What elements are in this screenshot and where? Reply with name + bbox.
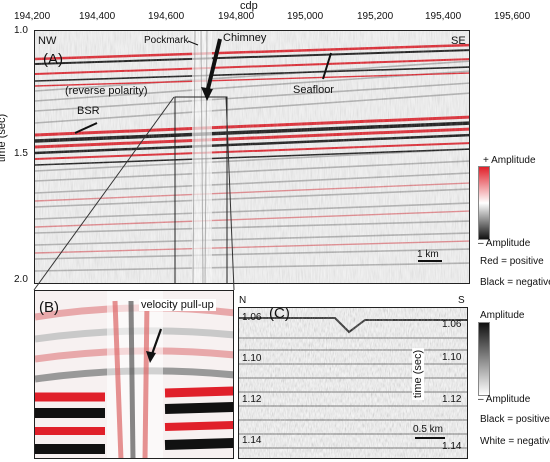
- top-axis-title: cdp: [240, 0, 258, 12]
- panel-c-left-tick: 1.06: [242, 312, 262, 323]
- panel-c-left-tick: 1.10: [242, 353, 262, 364]
- left-axis-tick: 1.5: [14, 148, 28, 159]
- panel-a-letter: (A): [43, 51, 63, 68]
- panel-b-letter: (B): [39, 299, 59, 316]
- panel-c-left-tick: 1.12: [242, 394, 262, 405]
- bsr-label: BSR: [77, 105, 100, 117]
- panel-c-axis-title: time (sec): [412, 347, 425, 401]
- velocity-pull-up-label: velocity pull-up: [139, 299, 216, 311]
- left-axis-tick: 2.0: [14, 274, 28, 285]
- reverse-polarity-label: (reverse polarity): [65, 85, 148, 97]
- panel-c-right-tick: 1.06: [442, 319, 462, 330]
- legend-a-red: Red = positive: [480, 256, 544, 267]
- panel-c-scale-label: 0.5 km: [413, 424, 444, 435]
- panel-c-right-tick: 1.12: [442, 394, 462, 405]
- top-axis-tick: 194,600: [148, 11, 185, 22]
- legend-c-plus: Amplitude: [480, 310, 525, 321]
- left-axis-title: time (sec): [0, 113, 9, 163]
- panel-a-seismic: NW SE (A) Pockmark Chimney (reverse pola…: [34, 30, 470, 284]
- legend-c-black: Black = positive: [480, 414, 550, 425]
- top-axis-tick: 194,200: [14, 11, 51, 22]
- panel-c-seismic-image: [239, 308, 467, 458]
- panel-c-left-tick: 1.14: [242, 435, 262, 446]
- panel-c-s-label: S: [458, 295, 465, 306]
- legend-c-white: White = negative: [480, 436, 550, 447]
- panel-c-right-tick: 1.10: [442, 352, 462, 363]
- legend-a-colorbar: [478, 166, 490, 240]
- seafloor-label: Seafloor: [293, 84, 334, 96]
- panel-b-zoom-image: [35, 291, 233, 458]
- panel-a-seismic-image: [35, 31, 469, 283]
- legend-c-colorbar: [478, 322, 490, 396]
- scale-bar-label: 1 km: [417, 249, 439, 260]
- panel-a-se-label: SE: [451, 35, 466, 47]
- panel-c-right-tick: 1.14: [442, 441, 462, 452]
- pockmark-label: Pockmark: [144, 35, 189, 46]
- legend-a-black: Black = negative: [480, 277, 550, 288]
- panel-c-letter: (C): [269, 307, 290, 322]
- left-axis-tick: 1.0: [14, 25, 28, 36]
- panel-c-seismic: (C) 1.06 1.10 1.12 1.14 1.06 1.10 1.12 1…: [238, 307, 468, 459]
- top-axis-tick: 195,600: [494, 11, 531, 22]
- panel-a-nw-label: NW: [38, 35, 57, 47]
- panel-c-n-label: N: [239, 295, 247, 306]
- legend-a-plus: + Amplitude: [483, 155, 536, 166]
- legend-a-minus: – Amplitude: [478, 238, 531, 249]
- panel-b-zoom: (B) velocity pull-up: [34, 290, 234, 459]
- top-axis-tick: 195,200: [357, 11, 394, 22]
- top-axis-tick: 195,400: [425, 11, 462, 22]
- top-axis-tick: 194,400: [79, 11, 116, 22]
- legend-c-minus: – Amplitude: [478, 394, 531, 405]
- chimney-label: Chimney: [223, 32, 267, 44]
- top-axis-tick: 195,000: [287, 11, 324, 22]
- top-axis-tick: 194,800: [218, 11, 255, 22]
